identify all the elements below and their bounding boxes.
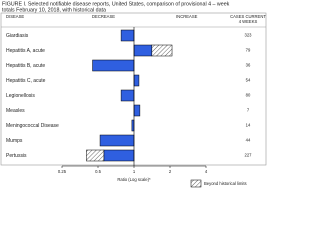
cases-value: 54 — [246, 78, 251, 83]
x-tick-label: 4 — [205, 169, 208, 174]
cases-value: 36 — [246, 63, 251, 68]
category-label: Hepatitis B, acute — [6, 63, 45, 69]
bar — [131, 119, 135, 132]
column-header: CASES CURRENT — [230, 14, 266, 19]
column-header: INCREASE — [176, 14, 198, 19]
x-tick-label: 2 — [169, 169, 172, 174]
x-tick-label: 0.5 — [95, 169, 101, 174]
legend-swatch — [190, 179, 202, 188]
x-tick-label: 0.25 — [58, 169, 67, 174]
beyond-limit-bar — [86, 149, 105, 162]
category-label: Mumps — [6, 138, 23, 144]
category-label: Measles — [6, 108, 25, 114]
bar — [133, 44, 153, 57]
category-label: Legionellosis — [6, 93, 35, 99]
cases-value: 44 — [246, 138, 251, 143]
bar — [103, 149, 135, 162]
cases-value: 80 — [246, 93, 251, 98]
category-label: Meningococcal Disease — [6, 123, 59, 129]
column-header: 4 WEEKS — [239, 19, 258, 24]
chart-title: FIGURE I. Selected notifiable disease re… — [2, 1, 230, 7]
bar — [120, 29, 135, 42]
column-header: DECREASE — [92, 14, 115, 19]
bar — [120, 89, 135, 102]
chart: FIGURE I. Selected notifiable disease re… — [0, 1, 267, 188]
frame — [0, 12, 267, 166]
bar — [133, 104, 141, 117]
category-label: Giardiasis — [6, 33, 29, 39]
cases-value: 79 — [246, 48, 251, 53]
bar — [99, 134, 135, 147]
cases-value: 7 — [247, 108, 250, 113]
x-tick-label: 1 — [133, 169, 136, 174]
category-label: Hepatitis C, acute — [6, 78, 46, 84]
category-label: Hepatitis A, acute — [6, 48, 45, 54]
category-label: Pertussis — [6, 153, 27, 159]
x-axis-label: Ratio (Log scale)* — [117, 177, 151, 182]
bar — [133, 74, 140, 87]
legend-label: Beyond historical limits — [204, 181, 247, 186]
bar — [92, 59, 135, 72]
cases-value: 227 — [245, 153, 253, 158]
chart-title: totals February 10, 2018, with historica… — [2, 7, 106, 13]
cases-value: 323 — [245, 33, 253, 38]
cases-value: 14 — [246, 123, 251, 128]
column-header: DISEASE — [6, 14, 24, 19]
beyond-limit-bar — [151, 44, 173, 57]
